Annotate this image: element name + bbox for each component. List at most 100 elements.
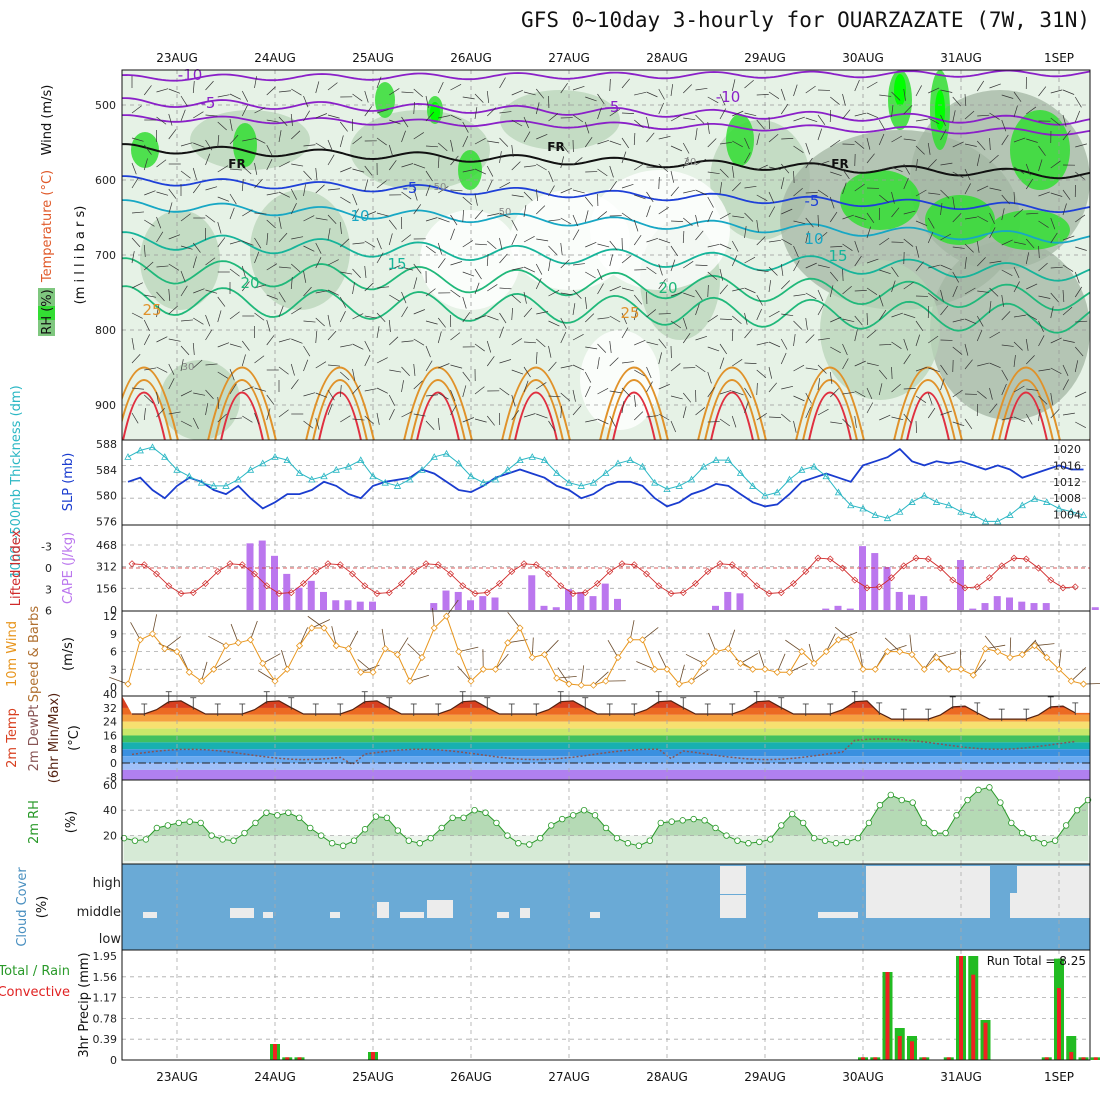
thickness-point bbox=[969, 511, 977, 518]
wind-barb bbox=[719, 141, 732, 145]
thickness-point bbox=[785, 475, 794, 483]
thickness-point bbox=[136, 446, 144, 454]
wind-barb bbox=[205, 114, 218, 117]
wind-barb bbox=[768, 416, 782, 418]
wind-barb bbox=[927, 407, 936, 419]
rh-point bbox=[832, 840, 840, 847]
wind-barb bbox=[536, 133, 548, 140]
wind-tick: 9 bbox=[110, 628, 117, 641]
wind-barb bbox=[597, 317, 610, 320]
wind-barb bbox=[866, 387, 873, 400]
wind-barb bbox=[1050, 160, 1061, 169]
temp-tick: -8 bbox=[106, 771, 117, 784]
lifted-index-axis-label: Lifted Index bbox=[9, 529, 24, 606]
wind-barb bbox=[682, 317, 688, 330]
wind-barb bbox=[156, 407, 165, 418]
wind-barb bbox=[780, 177, 785, 190]
lifted-index-point bbox=[398, 579, 405, 587]
wind-barb bbox=[646, 166, 659, 168]
warm-layer-isotherm bbox=[998, 379, 1054, 440]
cape-bar bbox=[454, 591, 462, 610]
thickness-line bbox=[127, 446, 1084, 522]
wind-barb bbox=[156, 305, 160, 318]
wind-barb bbox=[523, 165, 536, 168]
rh-point bbox=[843, 838, 851, 846]
slp-tick: 1004 bbox=[1053, 509, 1081, 522]
wind-barb bbox=[658, 352, 662, 365]
wind-barb bbox=[144, 294, 157, 298]
wind-barb bbox=[376, 326, 380, 339]
wind-barb bbox=[891, 280, 896, 293]
lifted-index-point bbox=[410, 568, 418, 576]
wind-barb bbox=[535, 263, 543, 275]
wind-barb bbox=[315, 81, 320, 94]
cape-bar bbox=[614, 598, 621, 610]
temp-band bbox=[122, 763, 1090, 770]
wind-barb bbox=[388, 144, 394, 157]
wind-barb bbox=[927, 159, 937, 169]
precip-convective-bar bbox=[885, 972, 890, 1060]
wind-barb bbox=[891, 416, 904, 421]
wind-barb bbox=[450, 139, 454, 152]
wind-tick: 12 bbox=[103, 610, 117, 623]
wind-barb bbox=[695, 87, 708, 91]
rh-contour-label: 30 bbox=[182, 362, 195, 373]
wind-barb bbox=[413, 309, 426, 315]
rh-point bbox=[701, 817, 708, 824]
wind-barb bbox=[780, 103, 789, 115]
wind-barb bbox=[866, 258, 879, 264]
cloud-level-label: high bbox=[93, 876, 121, 891]
wind-barb bbox=[584, 196, 594, 207]
wind-barb bbox=[290, 113, 293, 126]
wind-barb bbox=[915, 145, 925, 155]
wind-barb bbox=[291, 88, 302, 96]
wind-barb bbox=[499, 326, 504, 339]
wind-barb bbox=[915, 320, 924, 332]
wind-barb bbox=[536, 413, 548, 419]
wind-barb bbox=[670, 320, 682, 329]
wind-barb bbox=[927, 231, 934, 244]
wind-barb bbox=[744, 328, 753, 339]
wind-barb bbox=[719, 357, 725, 370]
wind-speed-point bbox=[785, 668, 794, 676]
isotherm-label: 10 bbox=[350, 207, 369, 225]
wind-barb bbox=[401, 163, 414, 168]
wind-barb bbox=[621, 112, 635, 114]
wind-barb bbox=[977, 114, 990, 117]
wind-barb bbox=[646, 237, 659, 243]
wind-barb bbox=[327, 139, 333, 152]
lifted-index-point bbox=[1071, 583, 1079, 591]
wind-barb bbox=[842, 268, 844, 282]
wind-barb bbox=[156, 265, 169, 268]
wind-barb bbox=[940, 162, 953, 166]
wind-speed-point bbox=[773, 668, 781, 676]
wind-barb bbox=[462, 271, 475, 277]
wind-barb bbox=[217, 342, 230, 348]
wind-barb bbox=[438, 392, 449, 400]
wind-barb bbox=[229, 343, 242, 348]
lifted-index-point bbox=[238, 561, 246, 569]
wind-barb bbox=[495, 653, 509, 670]
wind-barb bbox=[1075, 214, 1086, 223]
thickness-point bbox=[528, 453, 536, 460]
wind-barb bbox=[940, 203, 943, 216]
rh-point bbox=[504, 832, 511, 839]
wind-barb bbox=[719, 243, 732, 250]
wind-barb bbox=[817, 337, 830, 341]
wind-barb bbox=[511, 369, 524, 375]
wind-barb bbox=[327, 114, 340, 119]
wind-barb bbox=[793, 170, 795, 184]
cape-bar bbox=[356, 601, 364, 610]
wind-barb bbox=[756, 219, 759, 232]
cloud-cell bbox=[230, 908, 254, 918]
wind-barb bbox=[425, 360, 433, 372]
rh-point bbox=[219, 836, 226, 843]
wind-barb bbox=[413, 413, 426, 417]
rh-point bbox=[580, 807, 588, 814]
wind-barb bbox=[413, 277, 418, 290]
wind-barb bbox=[719, 318, 733, 320]
wind-barb bbox=[633, 394, 637, 407]
